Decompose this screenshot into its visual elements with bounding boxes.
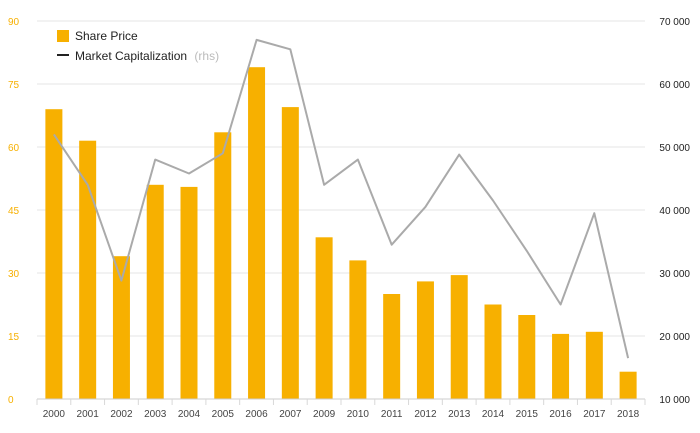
y-left-tick-label: 15 [8,332,20,343]
x-tick-label: 2002 [110,409,133,420]
legend-line-note: (rhs) [194,49,219,63]
legend-bar-swatch [57,30,69,42]
axes: 0 10 000 15 20 000 30 30 000 45 40 000 60 50 000 7… [8,17,690,420]
bar [112,256,130,399]
legend-line-label: Market Capitalization [75,49,187,63]
bar [248,67,266,399]
grid [37,20,645,337]
legend-line-label-text: Market Capitalization (rhs) [75,49,219,63]
bar [79,140,97,399]
bar [484,304,502,399]
y-left-tick-label: 0 [8,395,14,406]
x-tick-label: 2001 [77,409,100,420]
y-right-tick-label: 40 000 [659,206,690,217]
x-tick-label: 2015 [516,409,539,420]
bar [450,275,468,399]
x-tick-label: 2017 [583,409,606,420]
x-tick-label: 2018 [617,409,640,420]
bar [180,186,198,399]
bar [585,331,603,399]
x-tick-label: 2005 [212,409,235,420]
bar [552,333,570,399]
x-tick-label: 2014 [482,409,505,420]
x-tick-label: 2016 [549,409,572,420]
y-left-tick-label: 60 [8,143,20,154]
y-left-tick-label: 45 [8,206,20,217]
bar [281,107,299,399]
bar [214,132,232,400]
bar [416,281,434,399]
x-tick-label: 2013 [448,409,471,420]
y-right-tick-label: 20 000 [659,332,690,343]
y-right-tick-label: 10 000 [659,395,690,406]
x-tick-label: 2010 [347,409,370,420]
bar [349,260,367,399]
y-right-tick-label: 70 000 [659,17,690,28]
bar [146,184,164,399]
x-tick-label: 2012 [414,409,437,420]
line-layer [53,38,630,359]
x-tick-label: 2003 [144,409,167,420]
y-right-tick-label: 50 000 [659,143,690,154]
legend: Share Price Market Capitalization (rhs) [57,29,219,63]
y-right-tick-label: 30 000 [659,269,690,280]
bar [383,294,401,399]
y-left-tick-label: 30 [8,269,20,280]
bar [315,237,333,399]
market-cap-line [53,38,630,359]
bar [619,371,637,399]
x-tick-label: 2011 [381,409,403,420]
bar [45,109,63,399]
x-tick-label: 2009 [313,409,336,420]
y-left-tick-label: 90 [8,17,20,28]
y-left-tick-label: 75 [8,80,20,91]
x-tick-label: 2004 [178,409,201,420]
legend-bar-label: Share Price [75,29,138,43]
x-tick-label: 2007 [279,409,302,420]
x-tick-label: 2006 [245,409,268,420]
bars [45,67,637,400]
y-right-tick-label: 60 000 [659,80,690,91]
x-tick-label: 2000 [43,409,66,420]
bar [518,315,536,399]
